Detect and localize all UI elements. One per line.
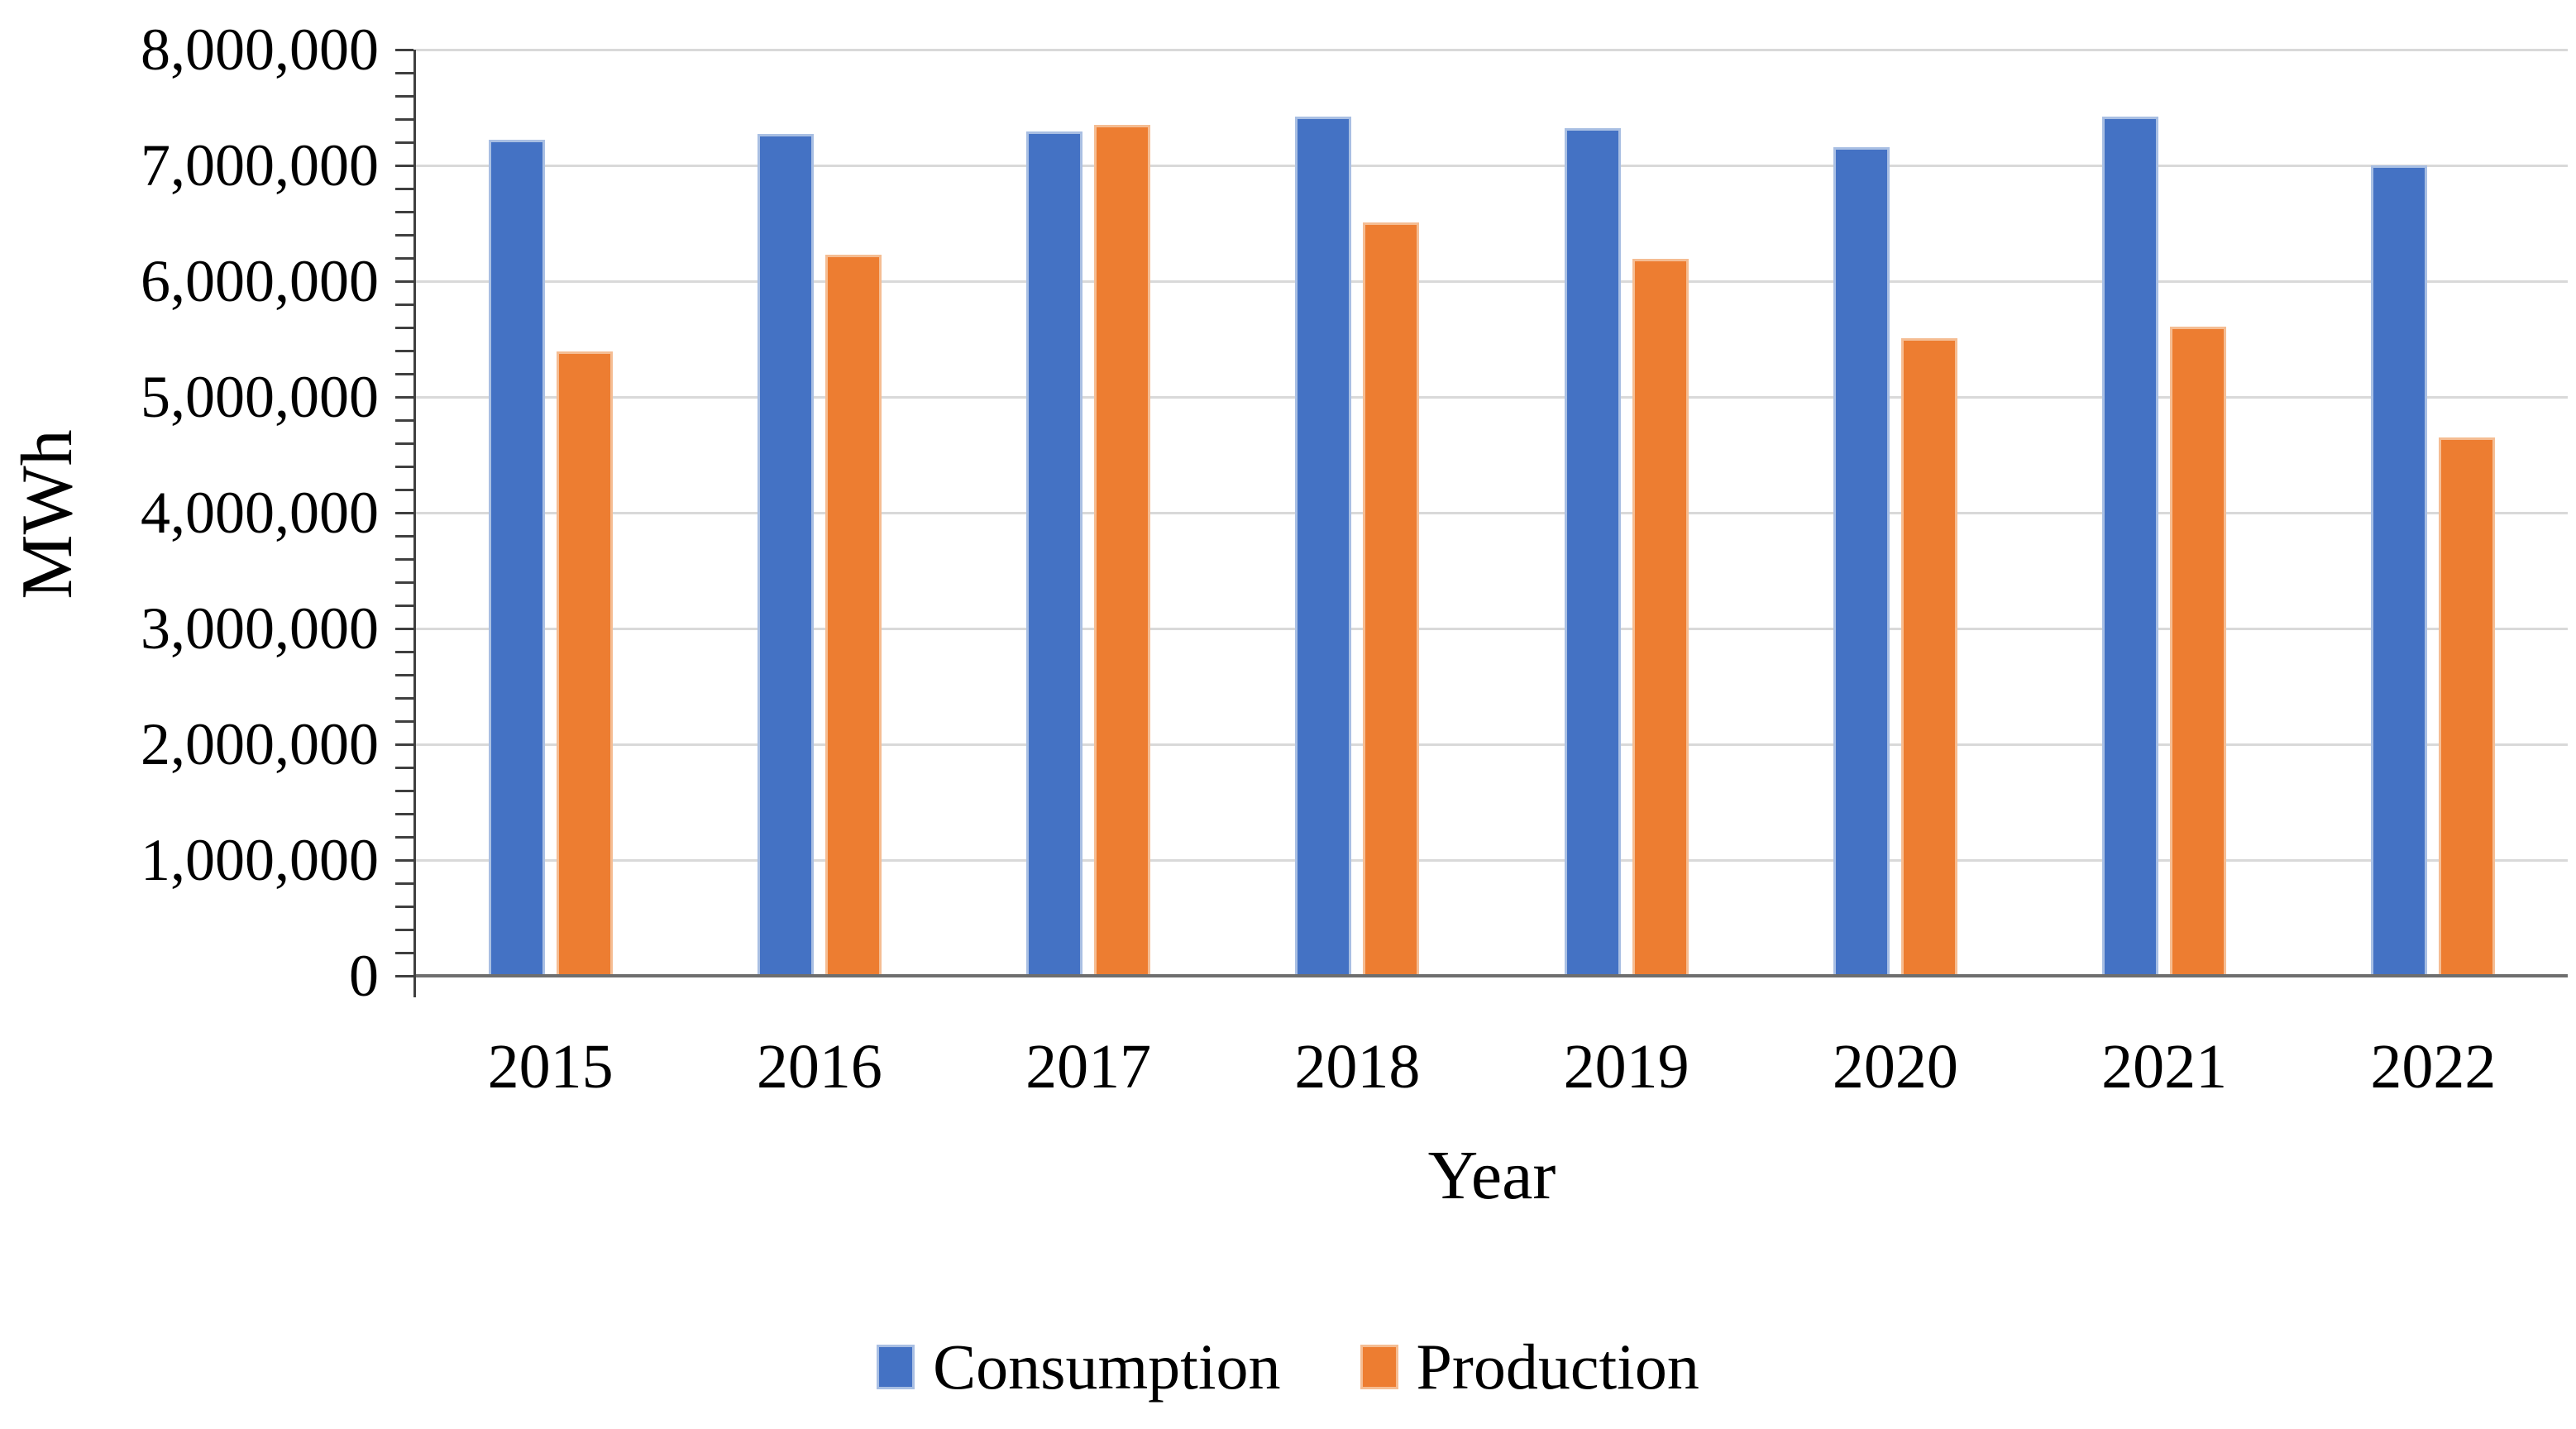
y-axis-tick [395, 673, 413, 676]
y-tick-label-0: 0 [349, 943, 379, 1009]
legend-item-production: Production [1360, 1331, 1699, 1403]
legend-item-consumption: Consumption [877, 1331, 1281, 1403]
y-axis-tick [395, 349, 413, 352]
y-axis-tick [395, 766, 413, 769]
y-tick-label-2000000: 2,000,000 [141, 711, 379, 777]
y-tick-label-8000000: 8,000,000 [141, 17, 379, 83]
y-axis-tick [395, 604, 413, 607]
gridline-5000000 [416, 395, 2568, 399]
y-axis-tick [395, 141, 413, 144]
x-tick-label-2020: 2020 [1832, 1032, 1958, 1102]
legend: Consumption Production [0, 1321, 2576, 1412]
bar-production-2017 [1094, 125, 1151, 976]
x-tick-label-2015: 2015 [487, 1032, 614, 1102]
x-axis-title: Year [1427, 1137, 1556, 1214]
y-tick-label-3000000: 3,000,000 [141, 595, 379, 662]
bar-production-2019 [1632, 259, 1689, 976]
y-axis-tick [395, 94, 413, 98]
gridline-4000000 [416, 511, 2568, 514]
y-axis-tick [395, 812, 413, 815]
y-axis-tick [395, 256, 413, 260]
production-swatch-icon [1360, 1345, 1398, 1389]
y-axis-tick [395, 650, 413, 653]
plot-area [395, 48, 2568, 997]
y-axis-tick [395, 372, 413, 375]
y-axis-tick [395, 164, 413, 167]
y-axis-tick [395, 534, 413, 538]
y-axis-tick [395, 627, 413, 630]
y-tick-label-7000000: 7,000,000 [141, 132, 379, 198]
y-axis-tick [395, 488, 413, 491]
bar-production-2016 [824, 254, 882, 976]
x-axis-baseline [416, 974, 2568, 977]
legend-label-production: Production [1416, 1331, 1699, 1403]
bar-consumption-2015 [488, 140, 545, 976]
y-axis-tick [395, 71, 413, 74]
bar-consumption-2017 [1026, 131, 1083, 976]
y-axis-tick [395, 303, 413, 306]
y-axis-tick [395, 743, 413, 746]
legend-label-consumption: Consumption [933, 1331, 1281, 1403]
y-axis-tick [395, 326, 413, 329]
bar-production-2022 [2439, 437, 2496, 976]
gridline-7000000 [416, 164, 2568, 167]
consumption-swatch-icon [877, 1345, 915, 1389]
bar-consumption-2020 [1833, 146, 1890, 976]
y-axis-tick [395, 511, 413, 514]
bar-consumption-2021 [2102, 117, 2159, 976]
y-axis-tick [395, 465, 413, 468]
y-axis-tick [395, 835, 413, 839]
y-axis-tick [395, 696, 413, 700]
y-axis-tick [395, 418, 413, 422]
gridline-3000000 [416, 627, 2568, 630]
y-axis-tick [395, 117, 413, 121]
bar-production-2018 [1363, 222, 1420, 976]
y-axis-tick [395, 557, 413, 561]
y-axis-tick [395, 48, 413, 51]
x-tick-label-2016: 2016 [756, 1032, 882, 1102]
y-tick-label-5000000: 5,000,000 [141, 364, 379, 430]
bar-production-2021 [2170, 326, 2227, 976]
y-axis-tick [395, 858, 413, 862]
x-tick-label-2022: 2022 [2370, 1032, 2497, 1102]
y-axis-tick [395, 280, 413, 283]
bar-consumption-2019 [1564, 128, 1621, 976]
y-axis-tick [395, 905, 413, 908]
y-axis-tick [395, 928, 413, 931]
gridline-6000000 [416, 280, 2568, 283]
y-axis-tick [395, 581, 413, 584]
bar-consumption-2018 [1295, 117, 1352, 976]
y-axis-tick [395, 233, 413, 237]
y-tick-label-1000000: 1,000,000 [141, 827, 379, 893]
y-axis-tick [395, 442, 413, 445]
y-axis-line [413, 50, 416, 997]
y-axis-tick [395, 187, 413, 190]
y-axis-tick [395, 974, 413, 977]
y-axis-tick [395, 882, 413, 885]
y-axis-tick [395, 789, 413, 792]
y-tick-label-6000000: 6,000,000 [141, 248, 379, 314]
gridline-2000000 [416, 743, 2568, 746]
bar-production-2020 [1900, 337, 1957, 976]
y-axis-tick [395, 210, 413, 213]
x-tick-label-2021: 2021 [2101, 1032, 2228, 1102]
x-tick-label-2017: 2017 [1025, 1032, 1152, 1102]
bar-consumption-2022 [2371, 165, 2428, 976]
gridline-1000000 [416, 858, 2568, 862]
y-axis-tick [395, 719, 413, 723]
bar-production-2015 [556, 351, 613, 976]
x-tick-label-2019: 2019 [1563, 1032, 1689, 1102]
gridline-8000000 [416, 48, 2568, 51]
x-tick-label-2018: 2018 [1294, 1032, 1421, 1102]
y-tick-label-4000000: 4,000,000 [141, 480, 379, 546]
y-axis-tick [395, 951, 413, 954]
y-axis-tick [395, 395, 413, 399]
bar-consumption-2016 [757, 134, 814, 976]
